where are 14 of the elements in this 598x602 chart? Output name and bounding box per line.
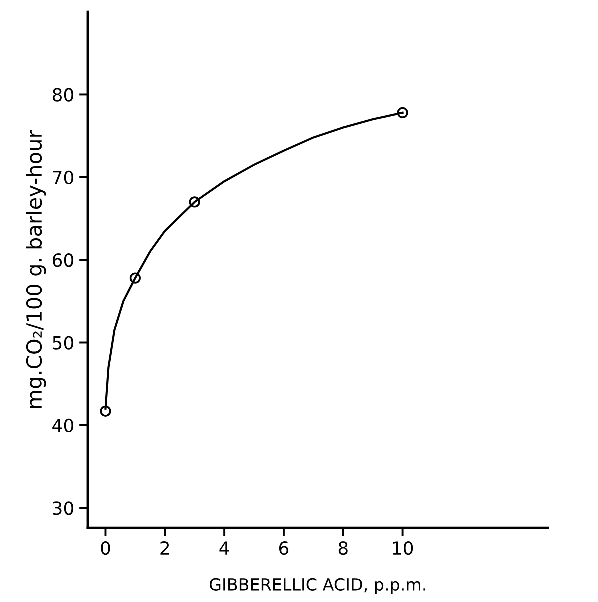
x-tick-label: 0 [101, 541, 110, 556]
y-tick-label: 60 [52, 254, 74, 268]
x-tick-label: 6 [279, 541, 289, 556]
x-tick-label: 10 [393, 541, 414, 556]
y-tick-label: 80 [52, 88, 74, 102]
y-tick-label: 40 [52, 418, 74, 433]
x-tick-label: 4 [220, 542, 230, 555]
y-tick-label: 70 [53, 170, 74, 185]
x-axis-title: GIBBERELLIC ACID, p.p.m. [210, 578, 426, 594]
y-tick-label: 50 [53, 336, 74, 350]
y-tick-label: 30 [53, 502, 74, 516]
x-tick-label: 8 [338, 541, 348, 556]
x-tick-label: 2 [160, 541, 170, 555]
y-axis-title: mg.CO₂/100 g. barley-hour [26, 130, 46, 408]
